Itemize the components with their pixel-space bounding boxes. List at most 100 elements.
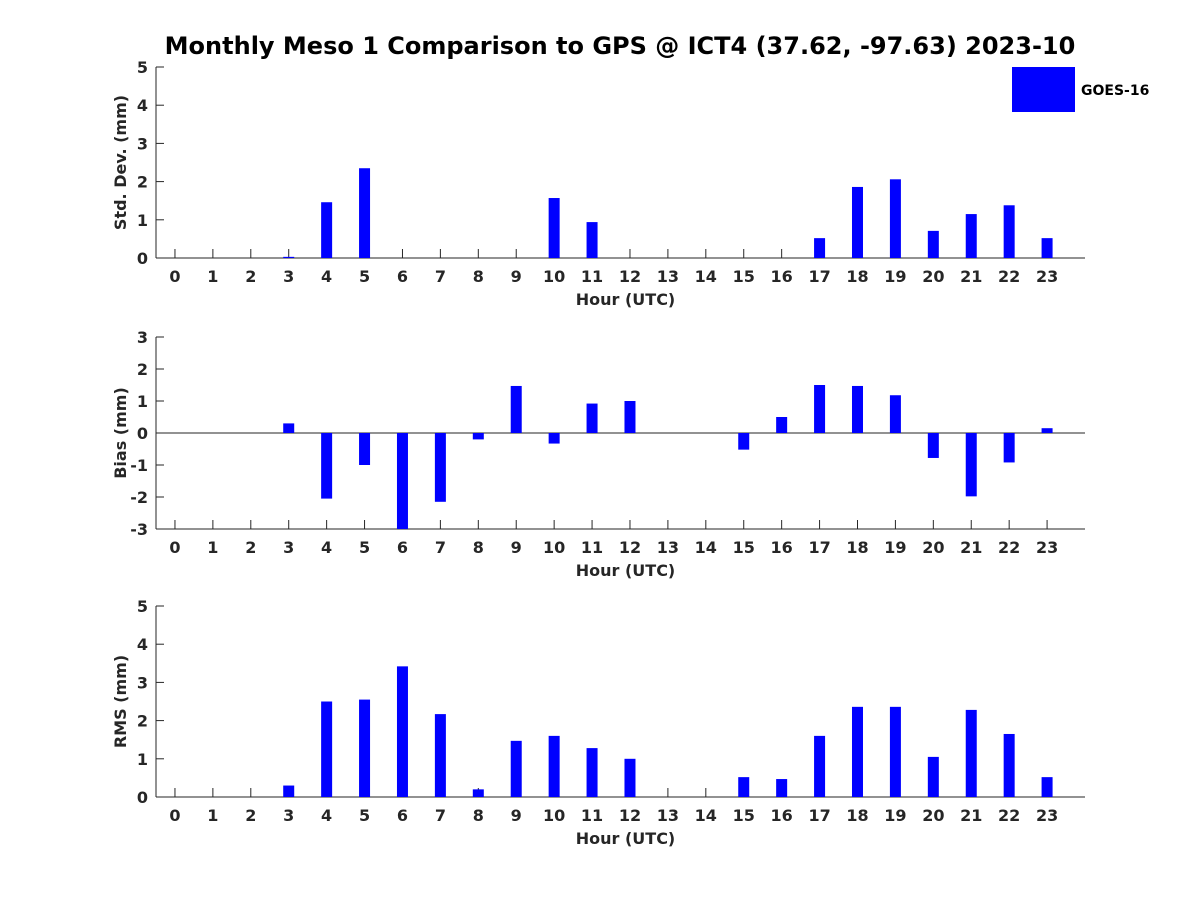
bar-hour-11 <box>586 403 598 433</box>
x-tick-label: 6 <box>397 806 408 825</box>
x-tick-label: 20 <box>922 806 944 825</box>
x-tick-label: 9 <box>511 267 522 286</box>
x-tick-label: 16 <box>771 267 793 286</box>
bar-hour-21 <box>965 214 977 258</box>
bar-hour-4 <box>321 202 333 258</box>
x-tick-label: 8 <box>473 267 484 286</box>
x-tick-label: 5 <box>359 267 370 286</box>
y-tick-label: -3 <box>130 520 148 539</box>
x-tick-label: 21 <box>960 806 982 825</box>
bar-hour-9 <box>510 740 522 797</box>
x-tick-label: 18 <box>846 538 868 557</box>
x-tick-label: 16 <box>771 538 793 557</box>
bar-hour-22 <box>1003 433 1015 463</box>
x-tick-label: 0 <box>169 806 180 825</box>
bar-hour-18 <box>851 706 863 797</box>
x-tick-label: 2 <box>245 806 256 825</box>
bar-hour-11 <box>586 222 598 258</box>
y-tick-label: 3 <box>137 328 148 347</box>
x-tick-label: 8 <box>473 806 484 825</box>
bar-hour-19 <box>889 395 901 433</box>
x-axis-label: Hour (UTC) <box>576 561 676 580</box>
bar-hour-23 <box>1041 428 1053 433</box>
x-tick-label: 6 <box>397 267 408 286</box>
bar-hour-23 <box>1041 238 1053 258</box>
y-tick-label: 2 <box>137 360 148 379</box>
x-tick-label: 13 <box>657 806 679 825</box>
bar-hour-18 <box>851 186 863 258</box>
x-tick-label: 22 <box>998 806 1020 825</box>
bar-hour-22 <box>1003 205 1015 258</box>
bar-hour-21 <box>965 433 977 497</box>
x-tick-label: 4 <box>321 267 332 286</box>
x-tick-label: 13 <box>657 538 679 557</box>
bar-hour-5 <box>359 168 371 258</box>
bar-hour-5 <box>359 433 371 465</box>
y-tick-label: 0 <box>137 424 148 443</box>
y-tick-label: 1 <box>137 750 148 769</box>
x-tick-label: 22 <box>998 538 1020 557</box>
legend-label-goes-16: GOES-16 <box>1081 83 1149 99</box>
y-tick-label: 3 <box>137 673 148 692</box>
x-tick-label: 15 <box>733 538 755 557</box>
y-tick-label: 0 <box>137 249 148 268</box>
x-tick-label: 4 <box>321 538 332 557</box>
bar-hour-17 <box>814 735 826 797</box>
x-tick-label: 14 <box>695 538 717 557</box>
bar-hour-10 <box>548 433 560 444</box>
bar-hour-19 <box>889 179 901 258</box>
bar-hour-20 <box>927 433 939 458</box>
bar-hour-23 <box>1041 777 1053 797</box>
x-tick-label: 21 <box>960 267 982 286</box>
y-tick-label: 4 <box>137 96 148 115</box>
x-tick-label: 14 <box>695 267 717 286</box>
y-tick-label: 2 <box>137 173 148 192</box>
bar-hour-3 <box>283 256 295 258</box>
x-tick-label: 23 <box>1036 806 1058 825</box>
bar-hour-8 <box>472 789 484 797</box>
bar-hour-16 <box>776 779 788 797</box>
bar-hour-3 <box>283 785 295 797</box>
y-tick-label: 1 <box>137 211 148 230</box>
x-tick-label: 14 <box>695 806 717 825</box>
x-axis-label: Hour (UTC) <box>576 290 676 309</box>
x-tick-label: 22 <box>998 267 1020 286</box>
bar-hour-12 <box>624 758 636 797</box>
y-axis-label: RMS (mm) <box>111 655 130 748</box>
bar-hour-17 <box>814 238 826 258</box>
bar-hour-15 <box>738 777 750 797</box>
x-tick-label: 19 <box>884 267 906 286</box>
x-tick-label: 13 <box>657 267 679 286</box>
bar-hour-11 <box>586 748 598 797</box>
x-tick-label: 17 <box>808 538 830 557</box>
y-tick-label: 4 <box>137 635 148 654</box>
x-tick-label: 12 <box>619 267 641 286</box>
bar-hour-22 <box>1003 733 1015 797</box>
x-tick-label: 1 <box>207 267 218 286</box>
bar-hour-10 <box>548 198 560 258</box>
y-tick-label: 1 <box>137 392 148 411</box>
x-tick-label: 2 <box>245 538 256 557</box>
x-tick-label: 18 <box>846 267 868 286</box>
x-tick-label: 2 <box>245 267 256 286</box>
bar-hour-15 <box>738 433 750 450</box>
x-tick-label: 17 <box>808 806 830 825</box>
bar-hour-21 <box>965 709 977 797</box>
bar-hour-20 <box>927 230 939 258</box>
x-tick-label: 7 <box>435 267 446 286</box>
bar-hour-12 <box>624 401 636 433</box>
bar-hour-10 <box>548 735 560 797</box>
bar-hour-6 <box>396 666 408 797</box>
x-tick-label: 1 <box>207 538 218 557</box>
x-tick-label: 3 <box>283 806 294 825</box>
x-tick-label: 9 <box>511 538 522 557</box>
bar-hour-18 <box>851 385 863 433</box>
x-tick-label: 8 <box>473 538 484 557</box>
y-tick-label: 2 <box>137 712 148 731</box>
x-tick-label: 11 <box>581 538 603 557</box>
x-tick-label: 12 <box>619 538 641 557</box>
